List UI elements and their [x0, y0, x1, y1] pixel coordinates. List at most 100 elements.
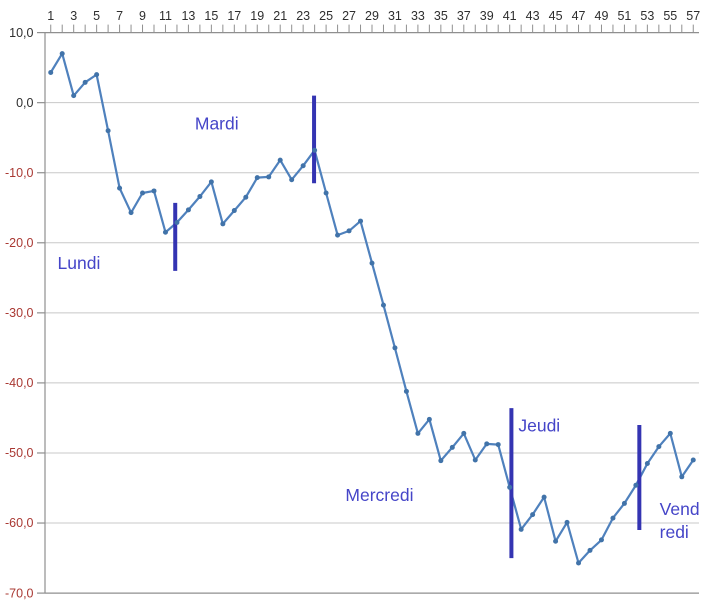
data-point-marker — [346, 228, 352, 234]
x-tick-label: 9 — [139, 9, 146, 23]
y-tick-label: 10,0 — [9, 26, 33, 40]
data-point-marker — [289, 177, 295, 183]
data-point-marker — [392, 345, 398, 351]
data-point-marker — [403, 388, 409, 394]
data-point-marker — [576, 560, 582, 566]
x-tick-label: 49 — [595, 9, 609, 23]
day-label: Jeudi — [518, 416, 560, 436]
data-point-marker — [94, 72, 100, 78]
data-point-marker — [656, 444, 662, 450]
x-tick-label: 51 — [617, 9, 631, 23]
data-point-marker — [48, 70, 54, 76]
x-tick-label: 45 — [549, 9, 563, 23]
data-point-marker — [185, 207, 191, 213]
data-point-marker — [82, 79, 88, 85]
y-tick-label: -30,0 — [5, 306, 34, 320]
x-tick-label: 31 — [388, 9, 402, 23]
data-point-marker — [208, 179, 214, 185]
data-point-marker — [300, 163, 306, 169]
data-point-marker — [162, 229, 168, 235]
y-tick-label: -20,0 — [5, 236, 34, 250]
data-point-marker — [679, 474, 685, 480]
data-point-marker — [59, 51, 65, 57]
x-tick-label: 55 — [663, 9, 677, 23]
data-point-marker — [117, 185, 123, 191]
data-point-marker — [484, 441, 490, 447]
x-tick-label: 27 — [342, 9, 356, 23]
data-point-marker — [323, 190, 329, 196]
x-tick-label: 29 — [365, 9, 379, 23]
data-point-marker — [174, 219, 180, 225]
data-point-marker — [231, 208, 237, 214]
y-tick-label: -70,0 — [5, 586, 34, 600]
x-tick-label: 33 — [411, 9, 425, 23]
x-tick-label: 11 — [159, 9, 172, 23]
data-point-marker — [277, 157, 283, 163]
data-point-marker — [254, 175, 260, 181]
data-point-marker — [266, 174, 272, 180]
data-point-marker — [449, 444, 455, 450]
data-point-marker — [335, 232, 341, 238]
data-point-marker — [105, 128, 111, 134]
day-label: Vend redi — [660, 499, 700, 542]
data-point-marker — [358, 218, 364, 224]
data-point-marker — [564, 519, 570, 525]
data-point-marker — [530, 512, 536, 518]
y-tick-label: -50,0 — [5, 446, 34, 460]
x-tick-label: 53 — [640, 9, 654, 23]
day-label: Lundi — [58, 253, 101, 273]
data-point-marker — [621, 500, 627, 506]
data-point-marker — [140, 190, 146, 196]
data-point-marker — [507, 484, 513, 490]
x-tick-label: 15 — [204, 9, 218, 23]
data-point-marker — [128, 210, 134, 216]
x-tick-label: 41 — [503, 9, 517, 23]
data-point-marker — [644, 460, 650, 466]
data-point-marker — [598, 537, 604, 543]
x-tick-label: 23 — [296, 9, 310, 23]
data-point-marker — [587, 547, 593, 553]
x-tick-label: 1 — [47, 9, 54, 23]
data-point-marker — [151, 188, 157, 194]
x-tick-label: 35 — [434, 9, 448, 23]
x-tick-label: 57 — [686, 9, 700, 23]
data-point-marker — [495, 442, 501, 448]
x-tick-label: 25 — [319, 9, 333, 23]
y-tick-label: -60,0 — [5, 516, 34, 530]
x-tick-label: 21 — [273, 9, 287, 23]
data-point-marker — [667, 430, 673, 436]
x-tick-label: 13 — [181, 9, 195, 23]
day-label: Mercredi — [345, 485, 413, 505]
y-tick-label: -40,0 — [5, 376, 34, 390]
data-point-marker — [610, 515, 616, 521]
x-tick-label: 3 — [70, 9, 77, 23]
data-point-marker — [243, 194, 249, 200]
data-point-marker — [415, 430, 421, 436]
y-tick-label: -10,0 — [5, 166, 34, 180]
data-point-marker — [380, 302, 386, 308]
day-label: Mardi — [195, 114, 239, 134]
data-point-marker — [438, 458, 444, 464]
data-point-marker — [518, 526, 524, 532]
data-point-marker — [472, 457, 478, 463]
data-point-marker — [553, 538, 559, 544]
x-tick-label: 37 — [457, 9, 471, 23]
data-point-marker — [312, 147, 318, 153]
x-tick-label: 43 — [526, 9, 540, 23]
x-tick-label: 17 — [227, 9, 241, 23]
data-point-marker — [220, 221, 226, 227]
data-point-marker — [71, 93, 77, 99]
data-point-marker — [369, 260, 375, 266]
x-tick-label: 19 — [250, 9, 264, 23]
x-tick-label: 7 — [116, 9, 123, 23]
x-tick-label: 39 — [480, 9, 494, 23]
y-tick-label: 0,0 — [16, 96, 33, 110]
data-point-marker — [461, 430, 467, 436]
x-tick-label: 5 — [93, 9, 100, 23]
data-point-marker — [690, 457, 696, 463]
x-tick-label: 47 — [572, 9, 586, 23]
data-point-marker — [541, 494, 547, 500]
data-point-marker — [426, 416, 432, 422]
